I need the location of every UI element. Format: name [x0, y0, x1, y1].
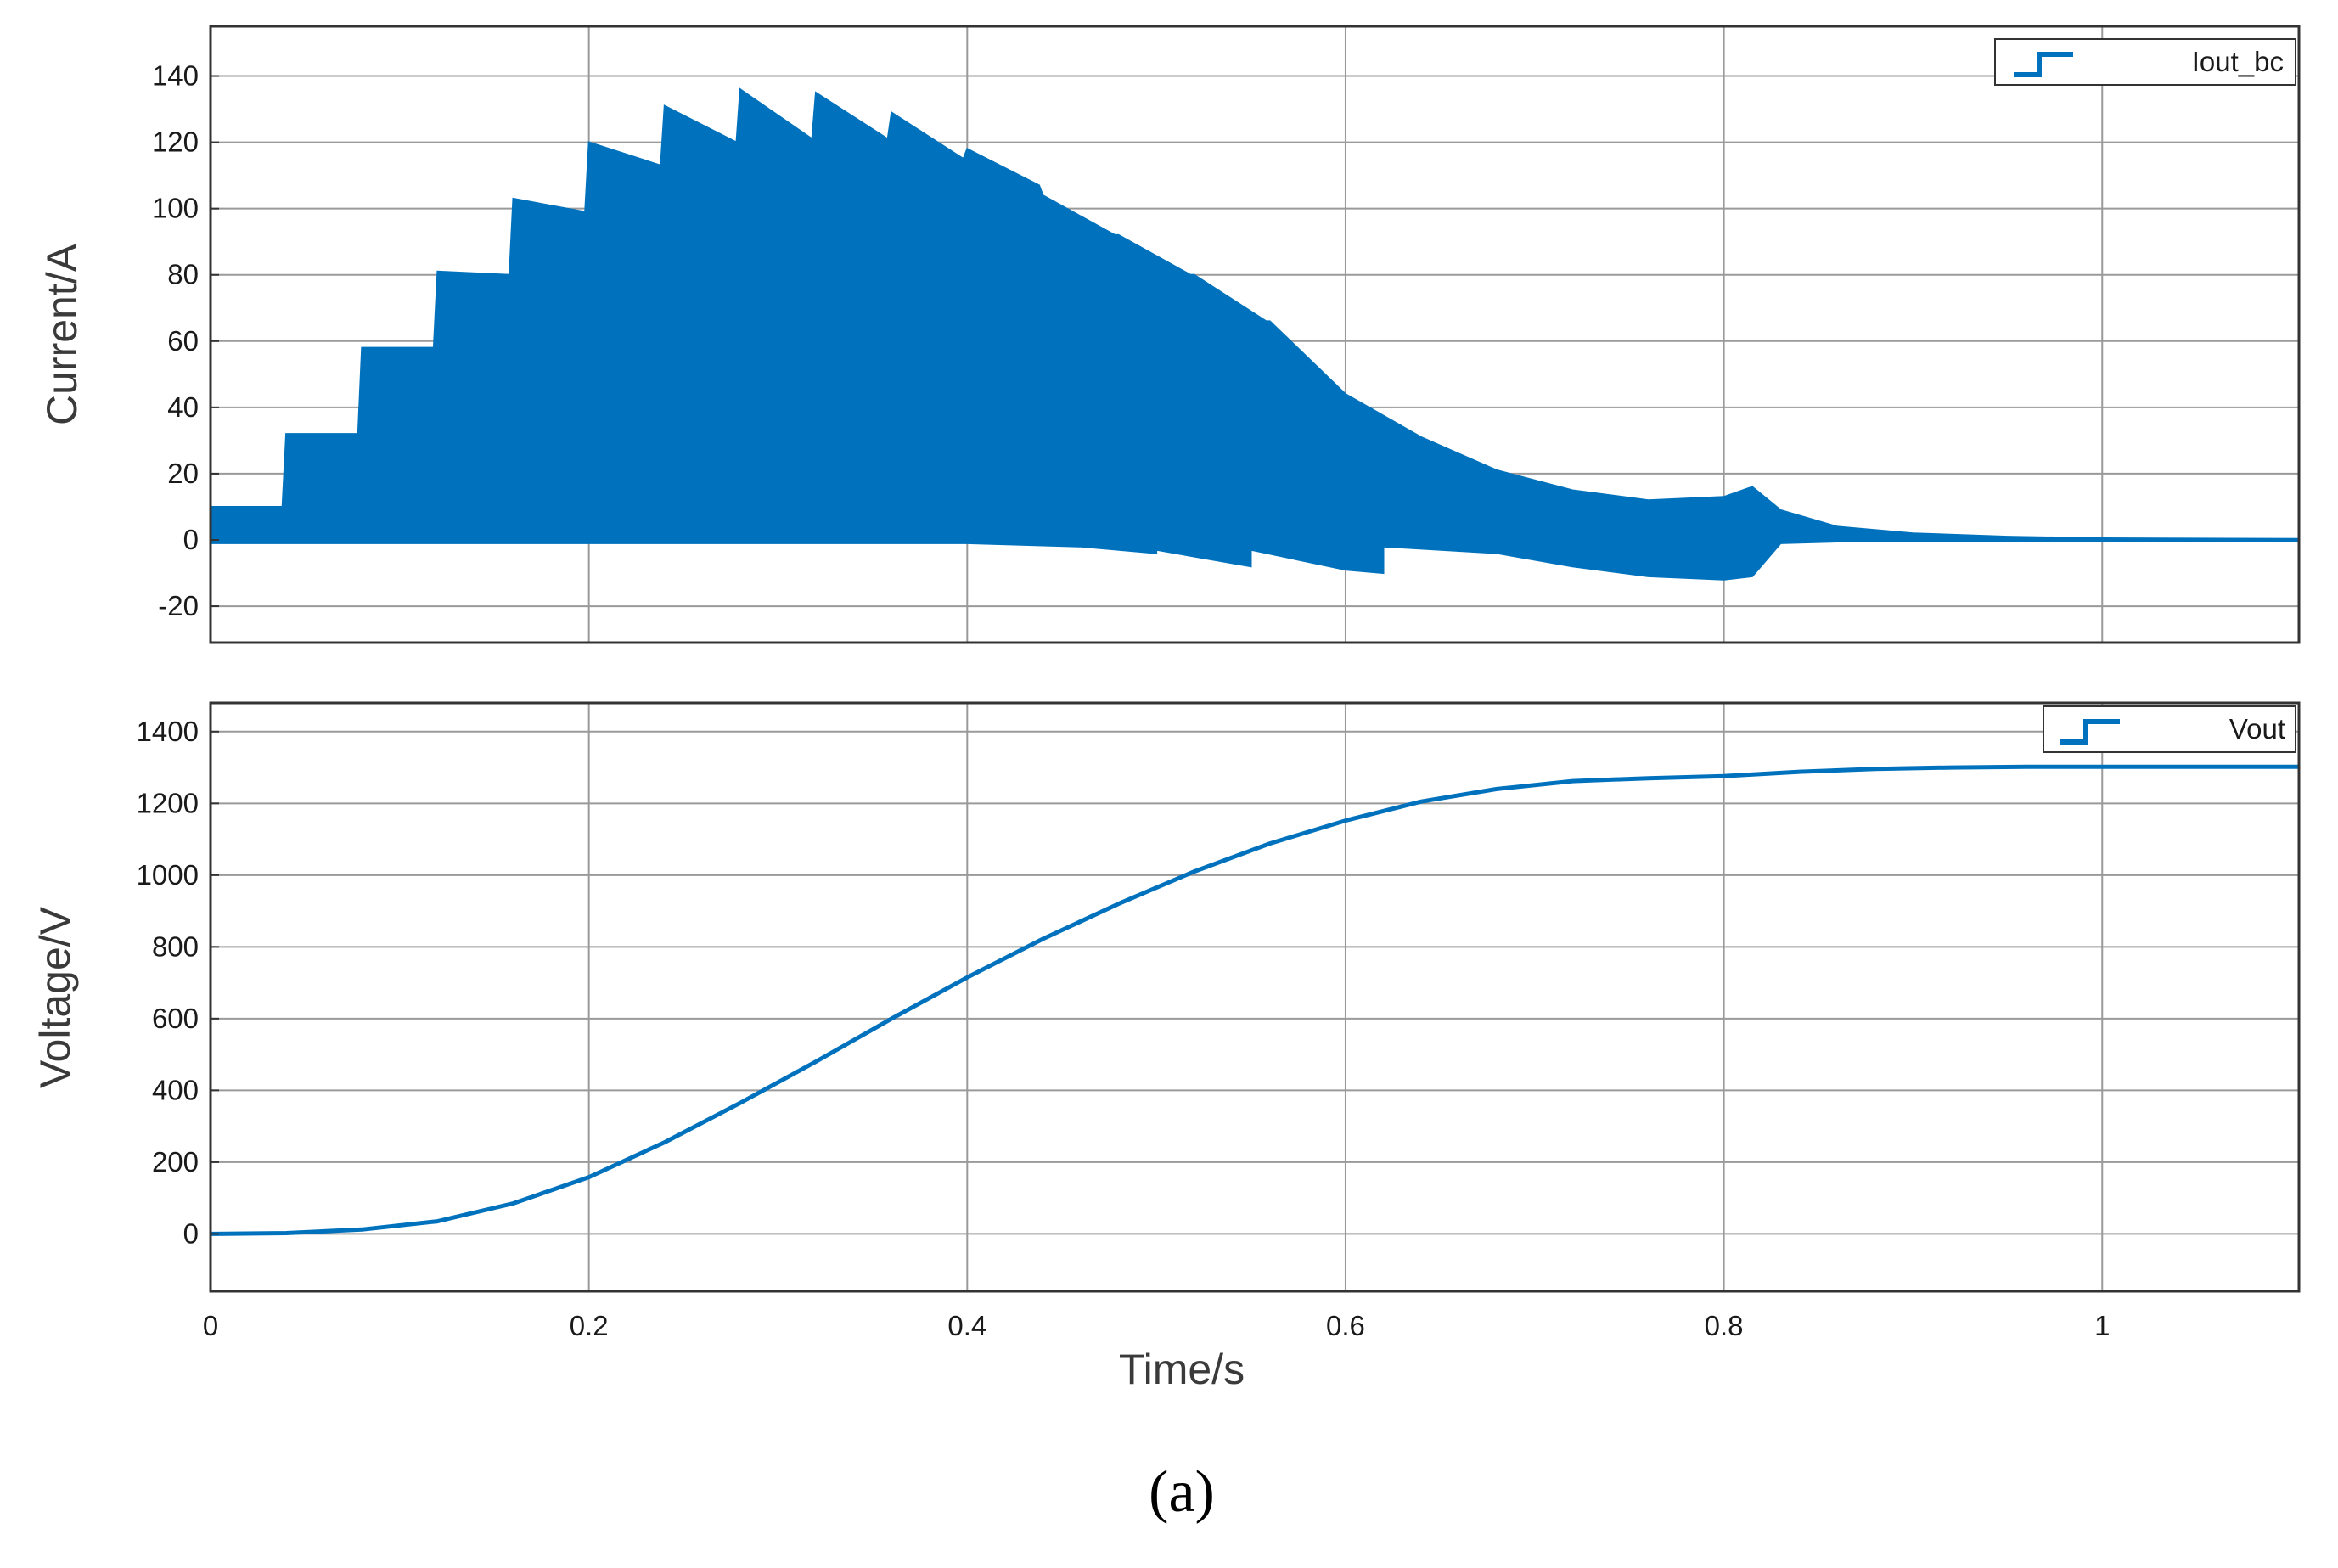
current-y-tick-label: 0 [183, 524, 199, 555]
x-tick-label: 0 [203, 1310, 218, 1341]
current-panel: -20 0 20 40 60 80 100 120 140 Current/A Iout_bc [38, 25, 2301, 644]
current-axes-frame [209, 25, 2301, 644]
x-tick-label: 1 [2094, 1310, 2110, 1341]
voltage-y-axis-label: Voltage/V [31, 906, 79, 1088]
voltage-y-tick-label: 800 [152, 930, 199, 962]
x-tick-label: 0.8 [1705, 1310, 1744, 1341]
voltage-series-area [210, 764, 2299, 1236]
voltage-y-tick-label: 200 [152, 1146, 199, 1177]
voltage-legend: Vout [2043, 705, 2296, 753]
voltage-y-tick-label: 0 [183, 1217, 199, 1249]
current-y-tick-label: 120 [152, 126, 199, 158]
legend-line-icon [2014, 52, 2073, 77]
voltage-y-tick-label: 1000 [137, 859, 199, 891]
voltage-y-tick-label: 1200 [137, 787, 199, 818]
current-y-tick-label: -20 [158, 590, 199, 621]
current-y-tick-label: 20 [167, 458, 199, 489]
voltage-panel: 0 200 400 600 800 1000 1200 1400 0 0.2 0.4 0.6 0.8 1… [31, 701, 2301, 1393]
voltage-legend-entry: Vout [2229, 713, 2285, 745]
voltage-y-ticks: 0 200 400 600 800 1000 1200 1400 [137, 716, 219, 1249]
current-y-tick-label: 40 [167, 391, 199, 423]
x-axis-label: Time/s [1119, 1346, 1245, 1393]
current-y-ticks: -20 0 20 40 60 80 100 120 140 [152, 60, 219, 621]
legend-line-icon [2060, 719, 2120, 745]
current-legend-box [1994, 38, 2296, 86]
x-tick-label: 0.2 [570, 1310, 609, 1341]
current-y-tick-label: 60 [167, 325, 199, 357]
current-legend: Iout_bc [1994, 38, 2296, 86]
x-tick-label: 0.4 [947, 1310, 986, 1341]
current-legend-entry: Iout_bc [2192, 46, 2284, 77]
voltage-grid [210, 703, 2299, 1291]
voltage-y-tick-label: 400 [152, 1074, 199, 1105]
voltage-y-tick-label: 600 [152, 1003, 199, 1034]
current-y-tick-label: 140 [152, 60, 199, 92]
current-y-axis-label: Current/A [38, 243, 86, 425]
series-iout-bc [210, 87, 2300, 581]
figure-caption: (a) [1149, 1459, 1215, 1525]
voltage-y-tick-label: 1400 [137, 716, 199, 747]
current-series-area [210, 87, 2300, 581]
voltage-axes-frame [209, 701, 2301, 1293]
current-y-tick-label: 80 [167, 259, 199, 290]
x-tick-label: 0.6 [1326, 1310, 1365, 1341]
current-y-tick-label: 100 [152, 193, 199, 224]
voltage-plot-area [211, 703, 2299, 1291]
x-ticks: 0 0.2 0.4 0.6 0.8 1 [203, 1310, 2110, 1341]
series-vout [210, 764, 2299, 1236]
